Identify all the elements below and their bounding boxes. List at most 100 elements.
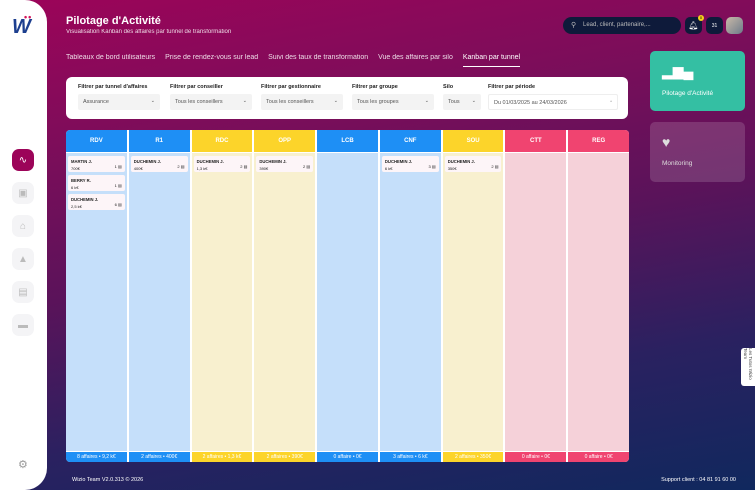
bell-icon: 🔔︎ [688,21,699,30]
filter-select[interactable]: Tous les conseillers ⌄ [170,94,252,110]
tab-1[interactable]: Prise de rendez-vous sur lead [165,54,259,61]
column-ctt: CTT 0 affaire • 0€ [505,130,567,462]
sidebar-item-contacts[interactable]: ▣ [12,182,34,204]
column-header: CTT [505,130,567,152]
deal-card[interactable]: DUCHEMIN J. 2,5 k€ 6 ▤ [68,194,125,210]
filter-label: Filtrer par groupe [352,84,398,90]
page-subtitle: Visualisation Kanban des affaires par tu… [66,29,232,35]
filter-select[interactable]: Assurance ⌄ [78,94,160,110]
column-header: LCB [317,130,378,152]
column-body [568,152,629,451]
version-text: Wizio Team V2.0.313 © 2026 [72,477,144,483]
panel-pilotage[interactable]: ▂▆▄ Pilotage d'Activité [650,51,745,111]
column-header: CNF [379,130,441,152]
column-footer: 0 affaire • 0€ [505,451,567,462]
location-icon: ⌂ [19,220,27,232]
chevron-down-icon: ⌄ [333,98,338,104]
sidebar-item-activity[interactable]: ∿ [12,149,34,171]
chevron-down-icon: ⌄ [242,98,247,104]
filter-select[interactable]: Tous les conseillers ⌄ [261,94,343,110]
search-icon: ⚲ [571,22,577,29]
kanban-board: RDV MARTIN J. 700€ 1 ▤ BERRY R. 6 k€ 1 ▤ DUCHEM… [66,130,629,462]
deal-card[interactable]: DUCHEMIN J. 350€ 2 ▤ [444,156,502,172]
pyramid-icon: ▲ [18,253,28,265]
tab-0[interactable]: Tableaux de bord utilisateurs [66,54,156,61]
filter-select[interactable]: Tous ⌄ [443,94,481,110]
folder-icon: ▤ [431,164,436,169]
filter-label: Filtrer par tunnel d'affaires [78,84,148,90]
column-footer: 2 affaires • 1,3 k€ [191,451,253,462]
contact-book-icon: ▣ [18,187,28,199]
team-icon: ▤ [18,286,28,298]
column-body: DUCHEMIN J. 390€ 2 ▤ [254,152,316,451]
tabs: Tableaux de bord utilisateurs Prise de re… [66,54,521,67]
column-header: REG [568,130,629,152]
filter-label: Filtrer par conseiller [170,84,223,90]
sidebar-item-team[interactable]: ▤ [12,281,34,303]
deal-card[interactable]: BERRY R. 6 k€ 1 ▤ [68,175,125,191]
bar-chart-icon: ▂▆▄ [662,63,694,79]
avatar[interactable] [726,17,743,34]
notification-badge: 0 [698,15,704,21]
support-text: Support client : 04 81 91 60 00 [661,477,736,483]
folder-icon: ▤ [494,164,499,169]
sidebar-item-card[interactable]: ▬ [12,314,34,336]
sidebar: W •• ∿ ▣ ⌂ ▲ ▤ ▬ ⚙ [0,0,47,490]
column-body: DUCHEMIN J. 350€ 2 ▤ [442,152,504,451]
sidebar-item-pyramid[interactable]: ▲ [12,248,34,270]
column-header: RDV [66,130,127,152]
filter-0: Filtrer par tunnel d'affaires Assurance ⌄ [78,84,160,110]
filter-2: Filtrer par gestionnaire Tous les conseil… [261,84,343,110]
chevron-down-icon: ⌄ [424,98,429,104]
column-footer: 2 affaires • 350€ [442,451,504,462]
chevron-down-icon: ⌄ [471,98,476,104]
deal-card[interactable]: DUCHEMIN J. 390€ 2 ▤ [256,156,314,172]
page-title: Pilotage d'Activité [66,15,161,27]
column-lcb: LCB 0 affaire • 0€ [317,130,378,462]
tab-4[interactable]: Kanban par tunnel [462,54,521,67]
deal-card[interactable]: DUCHEMIN J. 6 k€ 3 ▤ [381,156,439,172]
column-footer: 0 affaire • 0€ [317,451,378,462]
folder-icon: ▤ [243,164,248,169]
calendar-button[interactable]: 31 [706,17,723,34]
notifications-button[interactable]: 🔔︎ 0 [685,15,704,34]
filter-label: Filtrer par période [488,84,536,90]
filter-select[interactable]: Tous les groupes ⌄ [352,94,434,110]
deal-card[interactable]: DUCHEMIN J. 1,3 k€ 2 ▤ [193,156,251,172]
filter-label: Silo [443,84,454,90]
activity-icon: ∿ [18,154,28,166]
tab-2[interactable]: Suivi des taux de transformation [268,54,369,61]
column-body: DUCHEMIN J. 6 k€ 3 ▤ [379,152,441,451]
tab-3[interactable]: Vue des affaires par silo [378,54,453,61]
filters-panel: Filtrer par tunnel d'affaires Assurance ⌄ F… [66,77,628,119]
search-input[interactable]: ⚲ Lead, client, partenaire,... [563,17,681,34]
column-footer: 3 affaires • 6 k€ [379,451,441,462]
gear-icon[interactable]: ⚙ [18,459,28,471]
folder-icon: ▤ [118,183,122,188]
column-body [317,152,378,451]
filter-select[interactable]: Du 01/03/2025 au 24/03/2026 ▫ [488,94,618,110]
logo[interactable]: W •• [12,12,33,38]
column-rdv: RDV MARTIN J. 700€ 1 ▤ BERRY R. 6 k€ 1 ▤ DUCHEM… [66,130,127,462]
chevron-down-icon: ⌄ [150,98,155,104]
sidebar-item-locations[interactable]: ⌂ [12,215,34,237]
filter-1: Filtrer par conseiller Tous les conseille… [170,84,252,110]
filter-4: Silo Tous ⌄ [443,84,481,110]
filter-3: Filtrer par groupe Tous les groupes ⌄ [352,84,434,110]
column-footer: 2 affaires • 390€ [254,451,316,462]
column-r1: R1 DUCHEMIN J. 400€ 2 ▤ 2 affaires • 400€ [128,130,190,462]
column-reg: REG 0 affaire • 0€ [568,130,629,462]
column-footer: 8 affaires • 9,2 k€ [66,451,127,462]
deal-card[interactable]: MARTIN J. 700€ 1 ▤ [68,156,125,172]
heartbeat-icon: ♥ [662,134,671,150]
column-sou: SOU DUCHEMIN J. 350€ 2 ▤ 2 affaires • 350€ [442,130,504,462]
panel-monitoring[interactable]: ♥ Monitoring [650,122,745,182]
column-body: DUCHEMIN J. 400€ 2 ▤ [128,152,190,451]
filter-5: Filtrer par période Du 01/03/2025 au 24/0… [488,84,618,110]
column-body [505,152,567,451]
column-header: OPP [254,130,316,152]
deal-card[interactable]: DUCHEMIN J. 400€ 2 ▤ [130,156,188,172]
column-footer: 2 affaires • 400€ [128,451,190,462]
calendar-icon: 31 [711,22,718,29]
tutorials-tab[interactable]: Les Tutos Wizio Team [741,348,755,386]
